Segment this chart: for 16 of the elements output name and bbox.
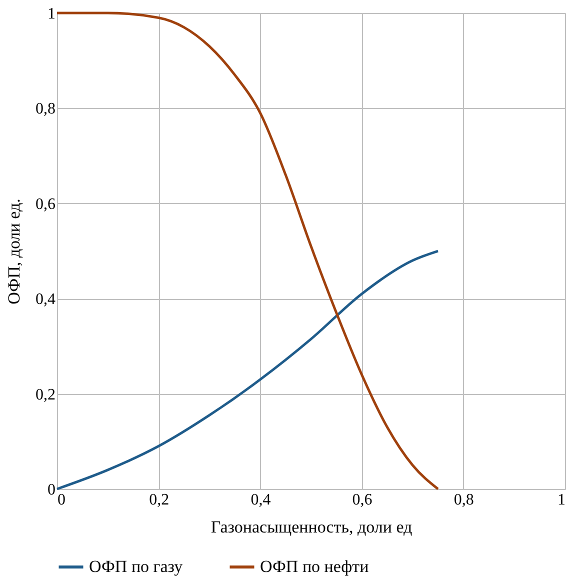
x-tick-label: 1: [558, 492, 566, 508]
y-tick-label: 1: [48, 6, 56, 22]
y-tick-label: 0,2: [36, 386, 56, 404]
x-tick-label: 0,4: [250, 492, 271, 508]
y-axis-title: ОФП, доли ед.: [4, 198, 24, 304]
line-series: [56, 12, 440, 490]
line-series: [56, 250, 440, 490]
y-tick-label: 0,8: [36, 100, 56, 118]
x-tick-label: 0,6: [352, 492, 372, 508]
x-axis-title: Газонасыщенность, доли ед: [210, 518, 413, 536]
x-tick-label: 0,8: [454, 492, 474, 508]
y-tick-label: 0,6: [36, 196, 56, 213]
x-tick-label: 0,2: [149, 492, 170, 508]
y-tick-label: 0,4: [36, 291, 56, 308]
legend-label: ОФП по газу: [89, 557, 184, 576]
legend-label: ОФП по нефти: [260, 557, 369, 576]
